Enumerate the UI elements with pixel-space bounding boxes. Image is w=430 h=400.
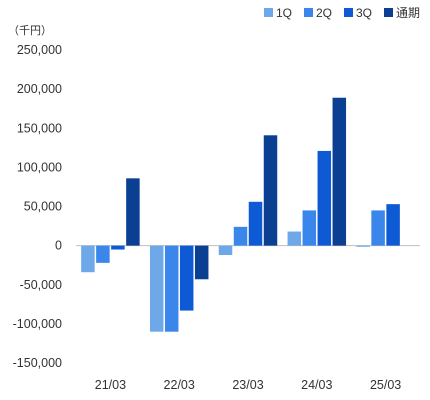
y-tick-label: 0 bbox=[55, 239, 62, 253]
x-tick-label: 22/03 bbox=[164, 378, 195, 392]
bar-2Q-21/03 bbox=[96, 245, 110, 263]
bar-通期-24/03 bbox=[332, 97, 347, 246]
bar-3Q-24/03 bbox=[317, 150, 332, 246]
bar-2Q-22/03 bbox=[164, 245, 179, 332]
bar-1Q-24/03 bbox=[287, 231, 302, 246]
x-axis: 21/03 22/03 23/03 24/03 25/03 bbox=[95, 378, 402, 392]
bars bbox=[81, 97, 400, 332]
y-tick-label: -150,000 bbox=[13, 356, 62, 370]
y-tick-label: -100,000 bbox=[13, 317, 62, 331]
legend-swatch bbox=[264, 8, 273, 17]
y-tick-label: 50,000 bbox=[24, 200, 62, 214]
bar-1Q-25/03 bbox=[356, 245, 370, 247]
y-tick-label: -50,000 bbox=[20, 278, 62, 292]
bar-通期-23/03 bbox=[263, 135, 278, 246]
x-tick-label: 23/03 bbox=[232, 378, 263, 392]
legend-label: 3Q bbox=[356, 6, 372, 20]
y-tick-label: 100,000 bbox=[17, 160, 62, 174]
legend: 1Q 2Q 3Q 通期 bbox=[264, 6, 420, 20]
y-tick-label: 250,000 bbox=[17, 43, 62, 57]
legend-label: 2Q bbox=[316, 6, 332, 20]
legend-label: 通期 bbox=[396, 6, 420, 20]
x-tick-label: 21/03 bbox=[95, 378, 126, 392]
legend-swatch bbox=[384, 8, 393, 17]
bar-2Q-24/03 bbox=[302, 210, 317, 246]
bar-2Q-25/03 bbox=[371, 210, 385, 246]
legend-swatch bbox=[304, 8, 313, 17]
unit-label: （千円） bbox=[8, 25, 52, 37]
bar-3Q-23/03 bbox=[248, 201, 263, 246]
bar-3Q-25/03 bbox=[386, 204, 400, 246]
y-axis: 250,000 200,000 150,000 100,000 50,000 0 -50,0… bbox=[13, 43, 420, 370]
bar-1Q-22/03 bbox=[149, 245, 164, 332]
legend-label: 1Q bbox=[276, 6, 292, 20]
x-tick-label: 25/03 bbox=[370, 378, 401, 392]
bar-1Q-23/03 bbox=[218, 245, 233, 256]
x-tick-label: 24/03 bbox=[301, 378, 332, 392]
bar-3Q-22/03 bbox=[179, 245, 194, 311]
bar-1Q-21/03 bbox=[81, 245, 95, 273]
y-tick-label: 150,000 bbox=[17, 121, 62, 135]
bar-2Q-23/03 bbox=[233, 226, 248, 246]
legend-swatch bbox=[344, 8, 353, 17]
bar-3Q-21/03 bbox=[111, 245, 125, 250]
bar-通期-22/03 bbox=[194, 245, 209, 280]
bar-通期-21/03 bbox=[126, 178, 140, 246]
y-tick-label: 200,000 bbox=[17, 82, 62, 96]
